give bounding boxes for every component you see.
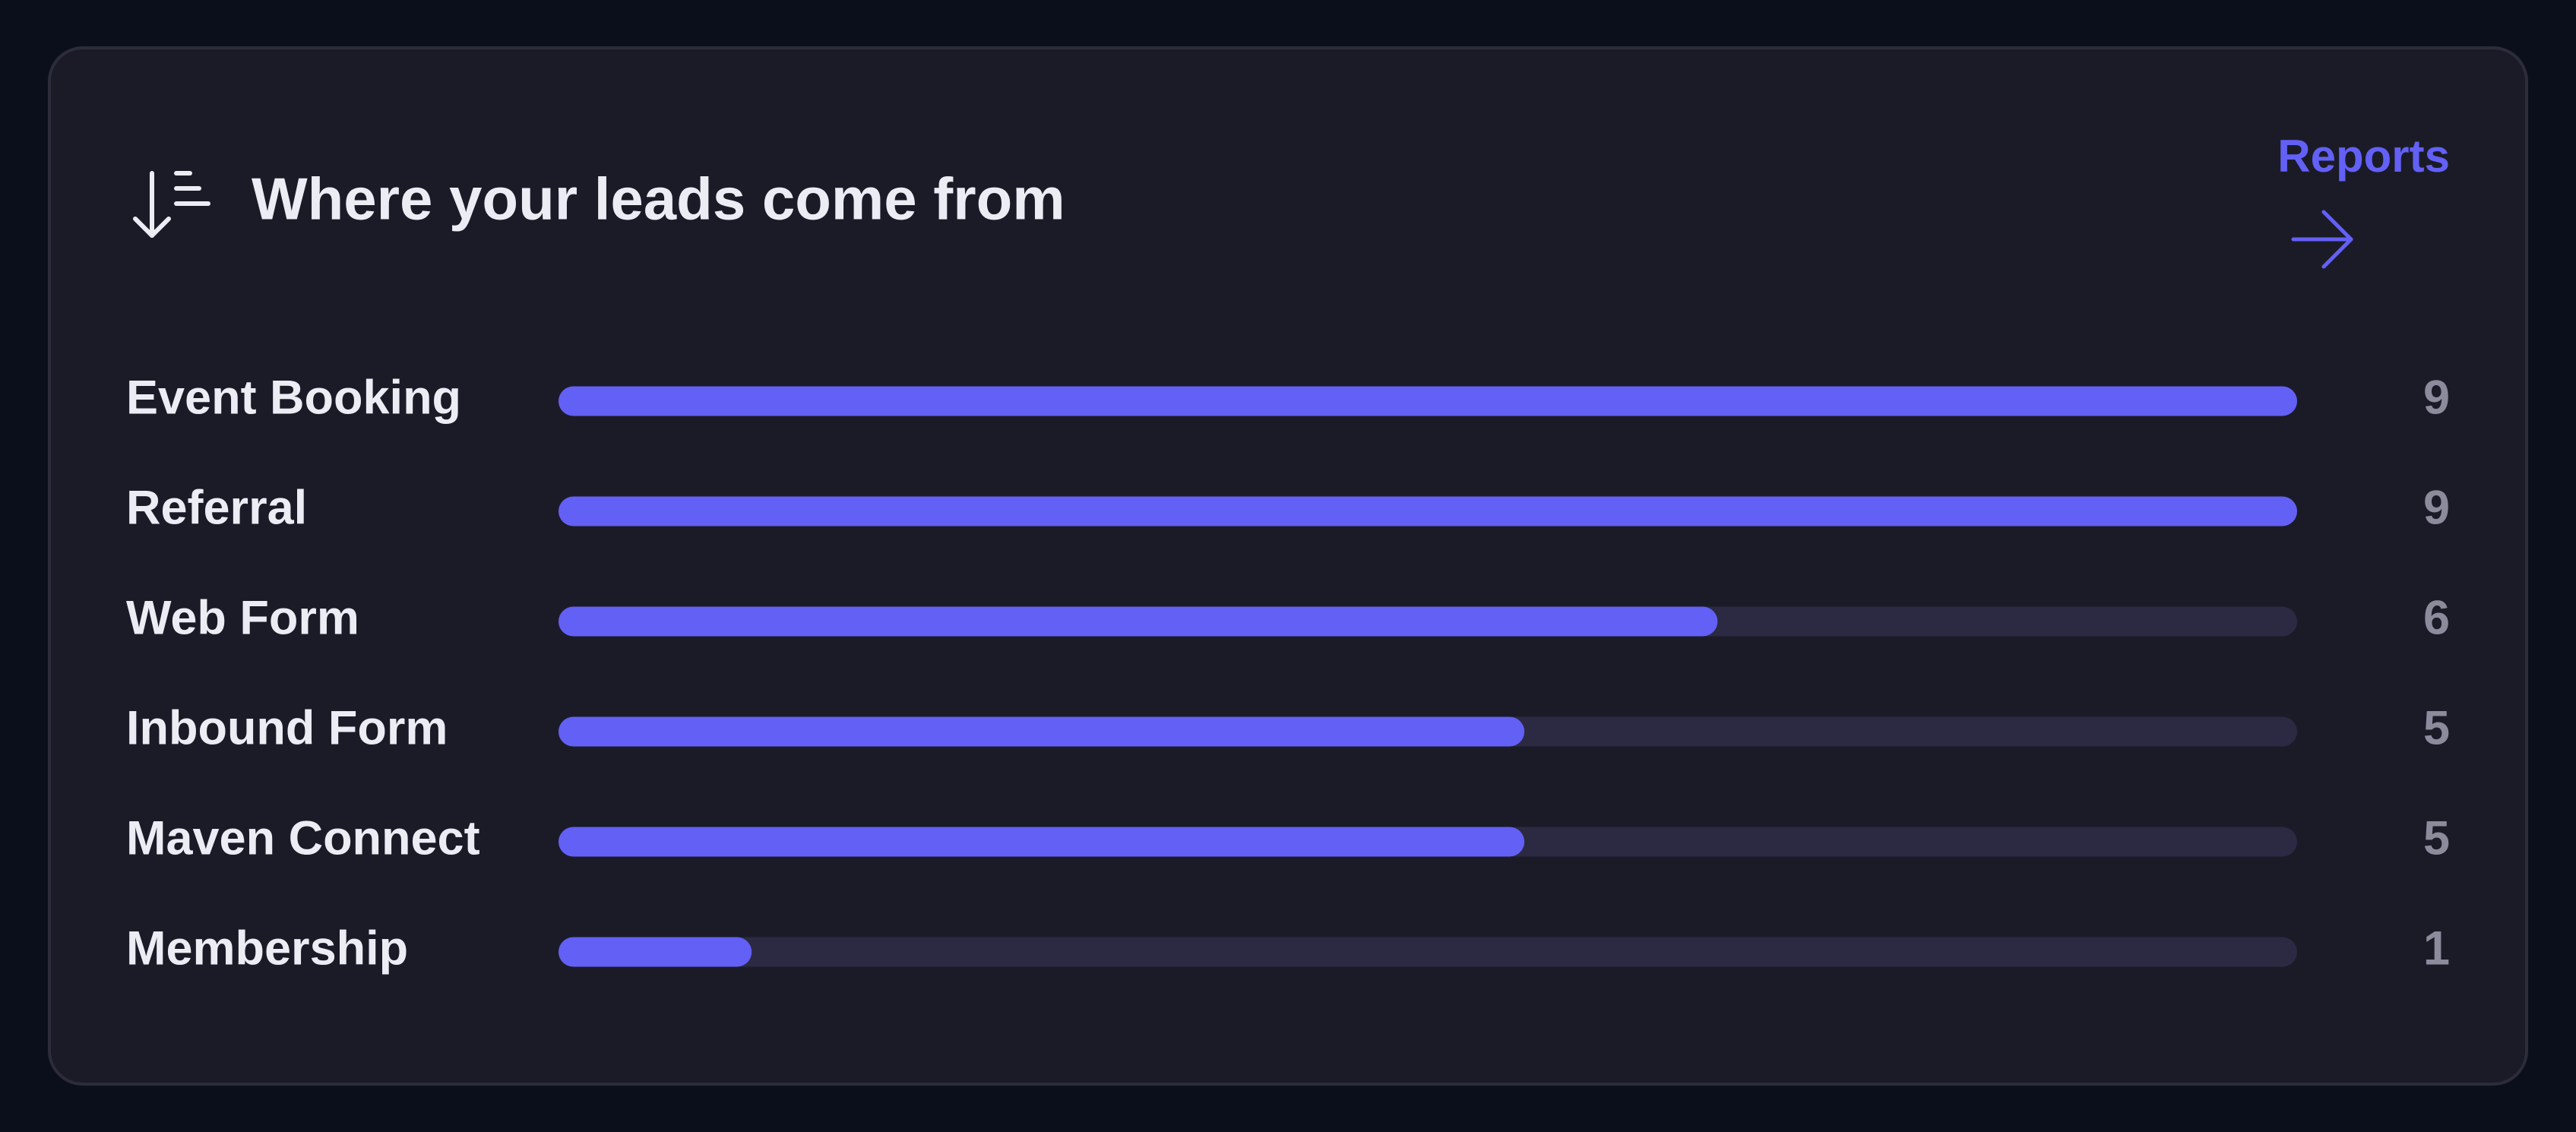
bar: [559, 606, 1718, 637]
category-label: Web Form: [126, 592, 359, 645]
sort-icon: [133, 171, 210, 238]
bar: [559, 496, 2297, 526]
bar: [559, 386, 2297, 416]
category-label: Inbound Form: [126, 702, 448, 755]
value-label: 5: [2423, 702, 2450, 755]
card-title: Where your leads come from: [252, 166, 1065, 232]
category-label: Membership: [126, 922, 408, 975]
card: [48, 46, 2528, 1086]
reports-link[interactable]: Reports: [2277, 131, 2450, 182]
value-label: 5: [2423, 812, 2450, 865]
value-label: 6: [2423, 592, 2450, 645]
category-label: Referral: [126, 482, 307, 535]
value-label: 9: [2423, 372, 2450, 425]
value-label: 9: [2423, 482, 2450, 535]
value-label: 1: [2423, 922, 2450, 975]
bar: [559, 716, 1525, 747]
category-label: Event Booking: [126, 372, 461, 425]
category-label: Maven Connect: [126, 812, 480, 865]
bar-track: [559, 937, 2297, 967]
reports-arrow[interactable]: [2291, 210, 2353, 269]
bar: [559, 827, 1525, 857]
bar: [559, 937, 752, 967]
